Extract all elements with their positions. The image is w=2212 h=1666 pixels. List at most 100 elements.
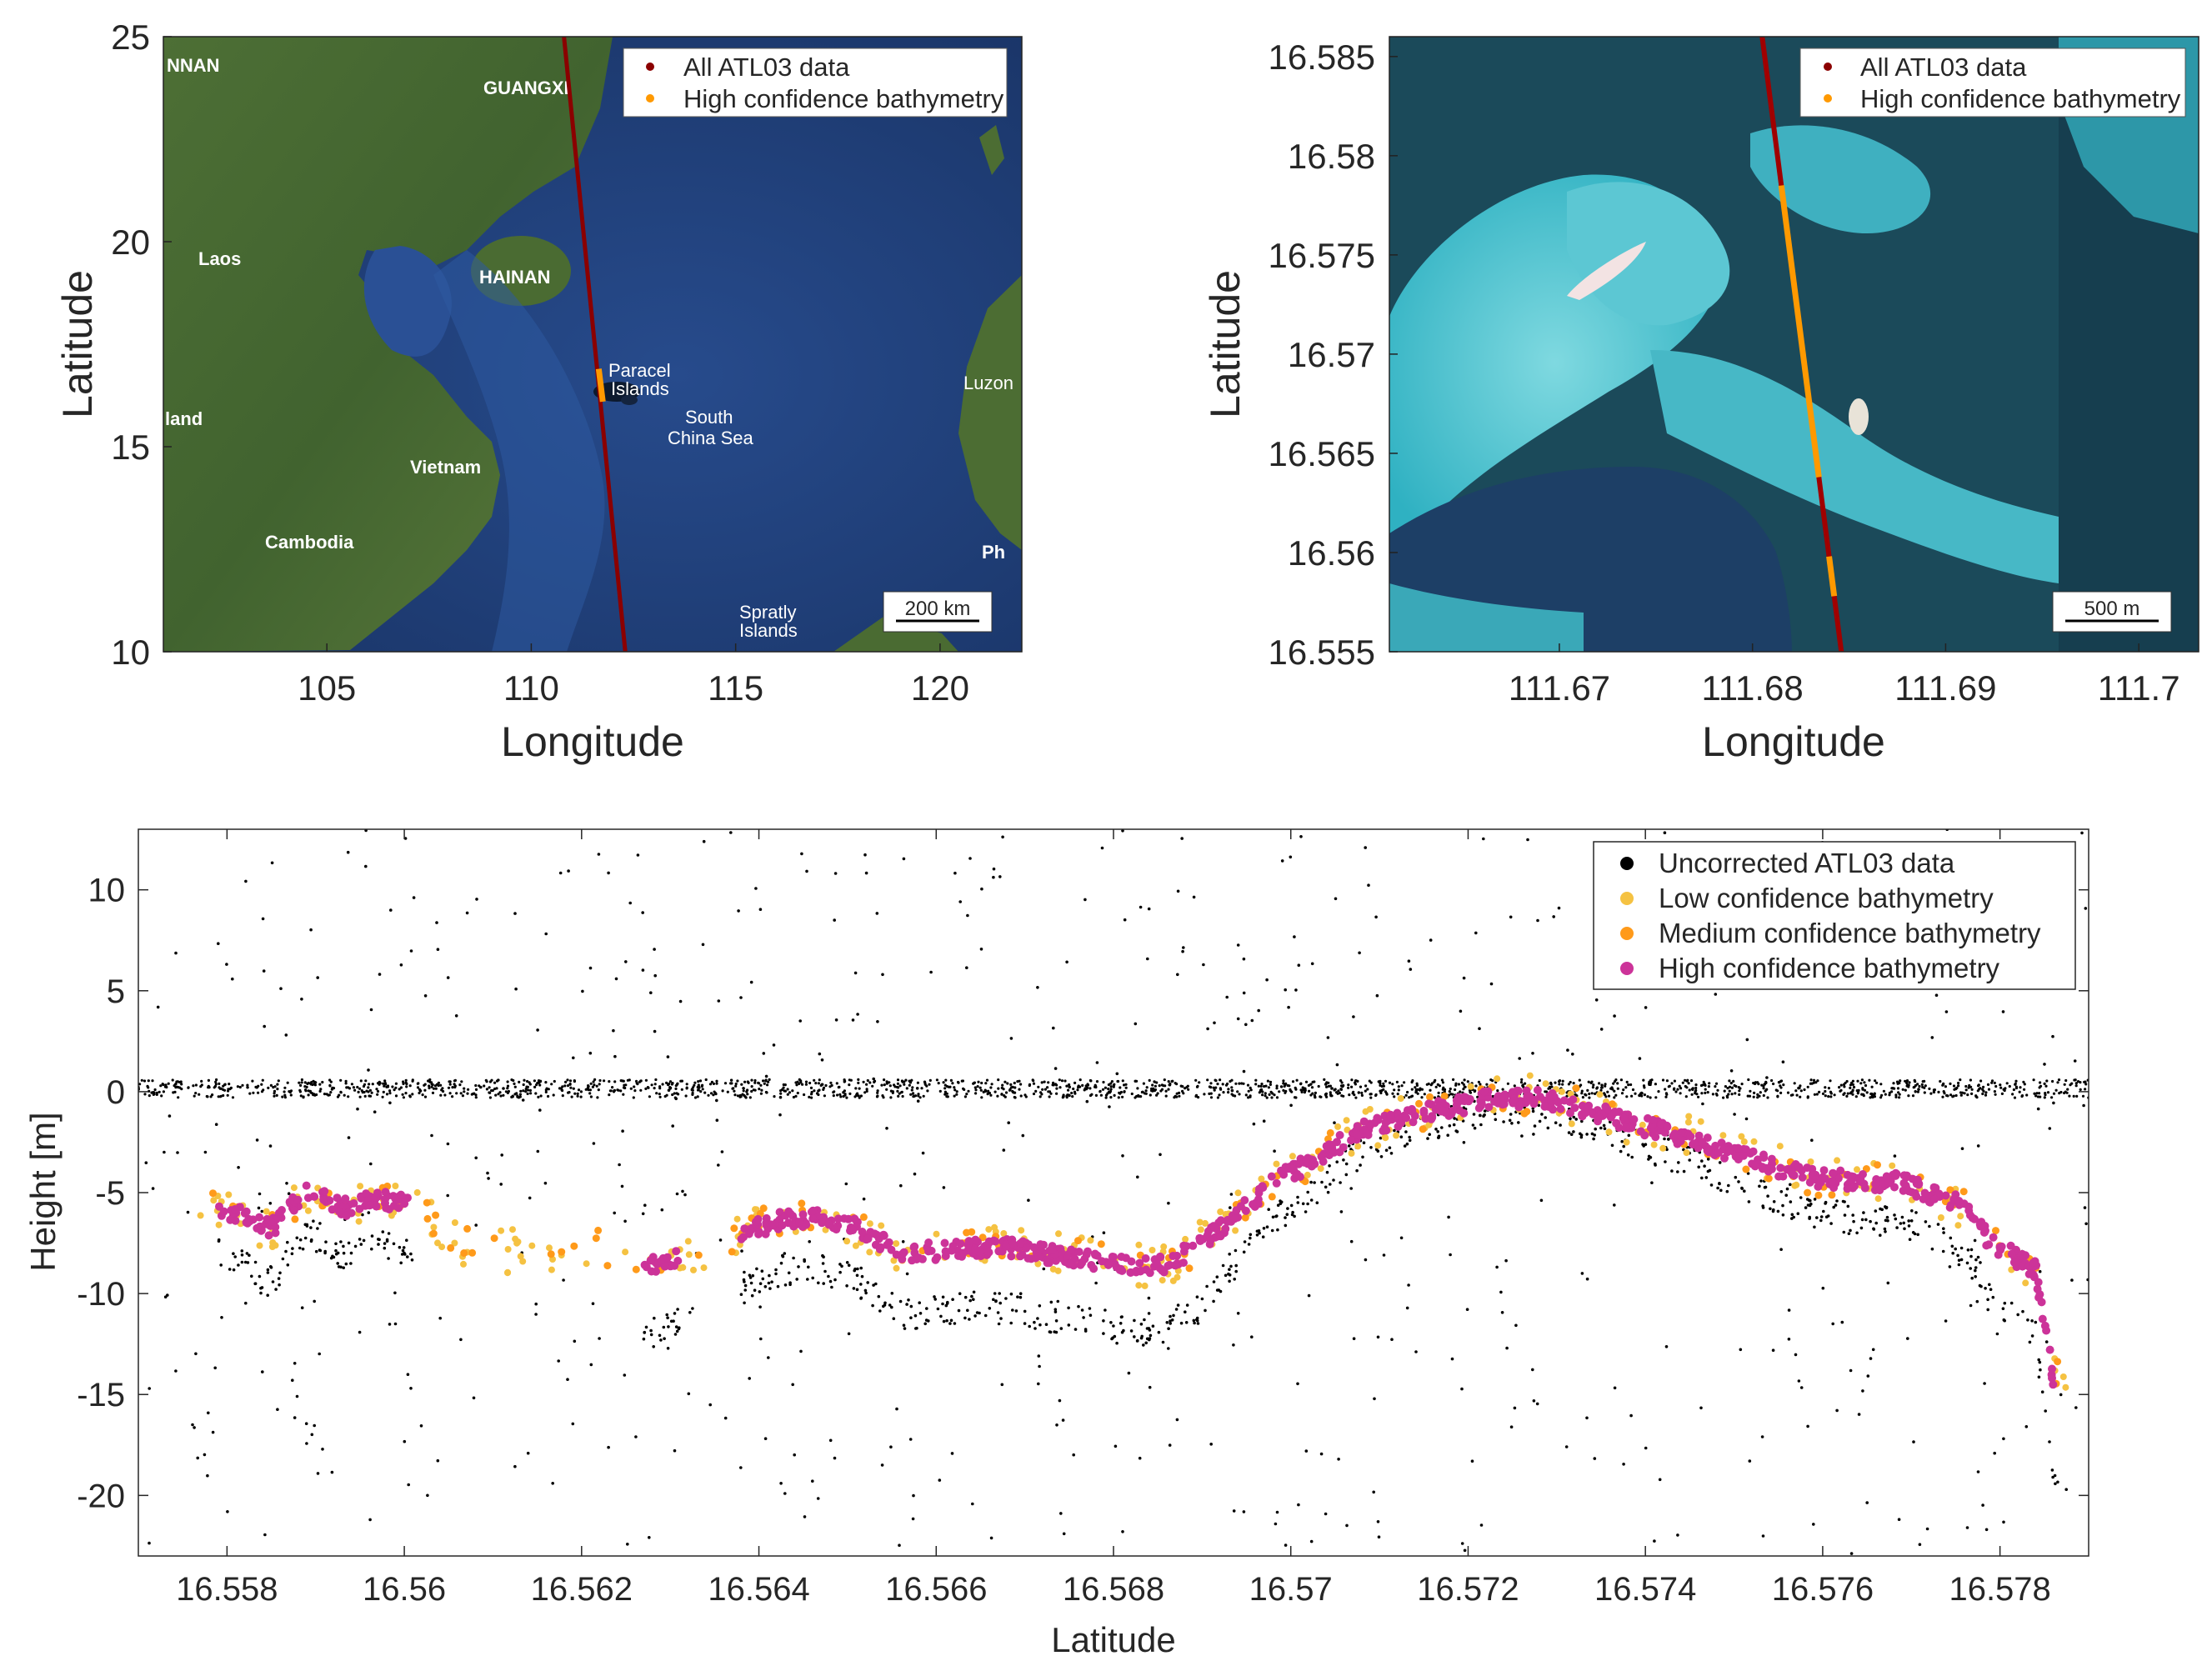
atl03-photon bbox=[1314, 1095, 1317, 1098]
high-confidence-point bbox=[1850, 1182, 1859, 1191]
atl03-photon bbox=[1176, 889, 1180, 893]
atl03-photon bbox=[459, 1338, 463, 1342]
atl03-photon bbox=[1284, 1089, 1288, 1093]
high-confidence-point bbox=[833, 1214, 843, 1223]
atl03-photon bbox=[453, 1083, 456, 1086]
atl03-photon bbox=[376, 1093, 379, 1096]
atl03-photon bbox=[194, 1352, 198, 1356]
atl03-photon bbox=[1347, 1086, 1350, 1089]
atl03-photon bbox=[1054, 1319, 1058, 1323]
atl03-photon bbox=[1255, 1233, 1259, 1237]
atl03-photon bbox=[1123, 918, 1127, 922]
atl03-photon bbox=[1046, 1086, 1049, 1089]
atl03-photon bbox=[1832, 1205, 1835, 1209]
atl03-photon bbox=[388, 1089, 392, 1093]
atl03-photon bbox=[1120, 1330, 1124, 1334]
atl03-photon bbox=[1508, 1118, 1512, 1123]
atl03-photon bbox=[528, 1081, 531, 1084]
high-confidence-point bbox=[1419, 1106, 1429, 1115]
atl03-photon bbox=[377, 1238, 380, 1241]
atl03-photon bbox=[1229, 1206, 1232, 1209]
atl03-photon bbox=[323, 1249, 328, 1253]
atl03-photon bbox=[1993, 1090, 1996, 1093]
atl03-photon bbox=[1243, 1240, 1247, 1243]
atl03-photon bbox=[1684, 1078, 1687, 1082]
atl03-photon bbox=[1843, 1200, 1846, 1203]
atl03-photon bbox=[1584, 1093, 1587, 1096]
atl03-photon bbox=[1033, 1327, 1037, 1330]
atl03-photon bbox=[342, 1251, 346, 1255]
atl03-photon bbox=[1390, 1338, 1394, 1341]
atl03-photon bbox=[523, 1078, 526, 1082]
atl03-photon bbox=[1932, 1090, 1936, 1094]
atl03-photon bbox=[1379, 1079, 1382, 1083]
atl03-photon bbox=[1897, 1091, 1900, 1094]
atl03-photon bbox=[1325, 1170, 1329, 1174]
atl03-photon bbox=[1139, 1336, 1144, 1340]
atl03-photon bbox=[1797, 1086, 1800, 1090]
atl03-photon bbox=[666, 1316, 669, 1319]
low-confidence-point bbox=[438, 1243, 446, 1251]
atl03-photon bbox=[1728, 1085, 1732, 1088]
atl03-photon bbox=[406, 1373, 410, 1376]
atl03-photon bbox=[1969, 1254, 1973, 1258]
atl03-photon bbox=[2045, 1079, 2049, 1083]
atl03-photon bbox=[926, 1089, 929, 1093]
atl03-photon bbox=[598, 1337, 601, 1340]
atl03-photon bbox=[1158, 1084, 1161, 1088]
atl03-photon bbox=[1771, 1348, 1775, 1352]
atl03-photon bbox=[389, 908, 393, 912]
atl03-photon bbox=[240, 1249, 244, 1253]
atl03-photon bbox=[538, 1080, 542, 1083]
atl03-photon bbox=[818, 1088, 821, 1092]
atl03-photon bbox=[1053, 1308, 1058, 1311]
high-confidence-point bbox=[1324, 1140, 1334, 1149]
atl03-photon bbox=[344, 1079, 348, 1083]
atl03-photon bbox=[667, 1325, 670, 1328]
atl03-photon bbox=[1898, 1096, 1901, 1099]
atl03-photon bbox=[160, 1094, 163, 1098]
atl03-photon bbox=[1834, 1203, 1838, 1207]
atl03-photon bbox=[1434, 1085, 1438, 1088]
atl03-photon bbox=[286, 1240, 289, 1244]
high-confidence-point bbox=[293, 1195, 303, 1204]
atl03-photon bbox=[945, 1318, 948, 1323]
atl03-photon bbox=[912, 1092, 915, 1095]
atl03-photon bbox=[1347, 1144, 1351, 1148]
atl03-photon bbox=[1047, 1081, 1050, 1084]
atl03-photon bbox=[835, 1082, 838, 1085]
atl03-photon bbox=[1520, 1078, 1524, 1081]
atl03-photon bbox=[1519, 1081, 1524, 1084]
low-confidence-point bbox=[1957, 1213, 1964, 1220]
atl03-photon bbox=[342, 1244, 345, 1248]
high-confidence-point bbox=[1829, 1168, 1838, 1178]
atl03-photon bbox=[963, 1088, 966, 1091]
low-confidence-point bbox=[1568, 1120, 1575, 1128]
atl03-photon bbox=[848, 1092, 852, 1095]
atl03-photon bbox=[404, 1078, 408, 1082]
medium-confidence-point bbox=[547, 1250, 555, 1258]
atl03-photon bbox=[985, 1078, 989, 1082]
atl03-photon bbox=[388, 1323, 392, 1326]
atl03-photon bbox=[460, 1080, 463, 1083]
atl03-photon bbox=[1815, 1093, 1819, 1096]
atl03-photon bbox=[632, 1096, 635, 1099]
atl03-photon bbox=[1002, 1148, 1006, 1152]
atl03-photon bbox=[313, 1083, 317, 1087]
place-label: GUANGXI bbox=[483, 78, 569, 98]
atl03-photon bbox=[399, 1261, 403, 1265]
atl03-photon bbox=[1325, 1081, 1329, 1084]
atl03-photon bbox=[1169, 1314, 1172, 1318]
atl03-photon bbox=[1304, 1210, 1308, 1213]
atl03-photon bbox=[1588, 1096, 1591, 1099]
atl03-photon bbox=[363, 1090, 366, 1094]
atl03-photon bbox=[1397, 1085, 1400, 1088]
high-confidence-point bbox=[761, 1229, 770, 1238]
atl03-photon bbox=[237, 1263, 240, 1267]
atl03-photon bbox=[1040, 1081, 1043, 1084]
high-confidence-point bbox=[266, 1217, 275, 1226]
atl03-photon bbox=[1883, 1227, 1887, 1231]
atl03-photon bbox=[965, 966, 968, 969]
atl03-photon bbox=[1670, 1082, 1674, 1085]
atl03-photon bbox=[2008, 1084, 2011, 1088]
